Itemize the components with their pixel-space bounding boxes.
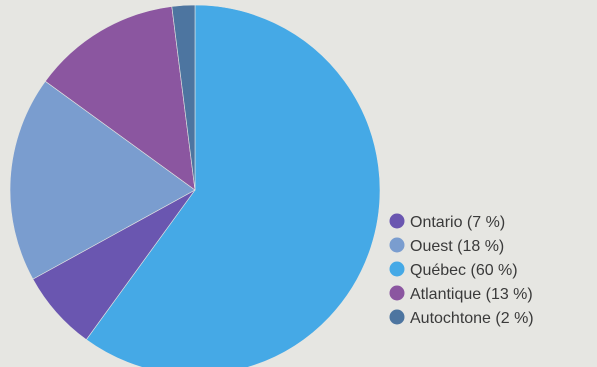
legend-label: Atlantique (13 %) <box>410 286 533 303</box>
legend-item: Ouest (18 %) <box>389 237 504 255</box>
legend-item: Ontario (7 %) <box>389 213 505 231</box>
legend-swatch <box>389 285 405 301</box>
legend-swatch <box>389 213 405 229</box>
pie-slice-autochtone <box>171 4 196 191</box>
legend-item: Atlantique (13 %) <box>389 285 533 303</box>
pie-slice-quebec <box>85 4 381 367</box>
legend-swatch <box>389 309 405 325</box>
pie-slices <box>9 4 381 367</box>
legend-label: Québec (60 %) <box>410 262 518 279</box>
legend-label: Ouest (18 %) <box>410 238 504 255</box>
legend-item: Autochtone (2 %) <box>389 309 534 327</box>
legend-swatch <box>389 261 405 277</box>
legend-label: Ontario (7 %) <box>410 214 505 231</box>
legend: Ontario (7 %) Ouest (18 %) Québec (60 %) At… <box>389 213 534 327</box>
legend-item: Québec (60 %) <box>389 261 518 279</box>
pie-slice-atlantique <box>44 6 196 191</box>
legend-label: Autochtone (2 %) <box>410 310 534 327</box>
pie-slice-ouest <box>9 80 196 280</box>
legend-swatch <box>389 237 405 253</box>
